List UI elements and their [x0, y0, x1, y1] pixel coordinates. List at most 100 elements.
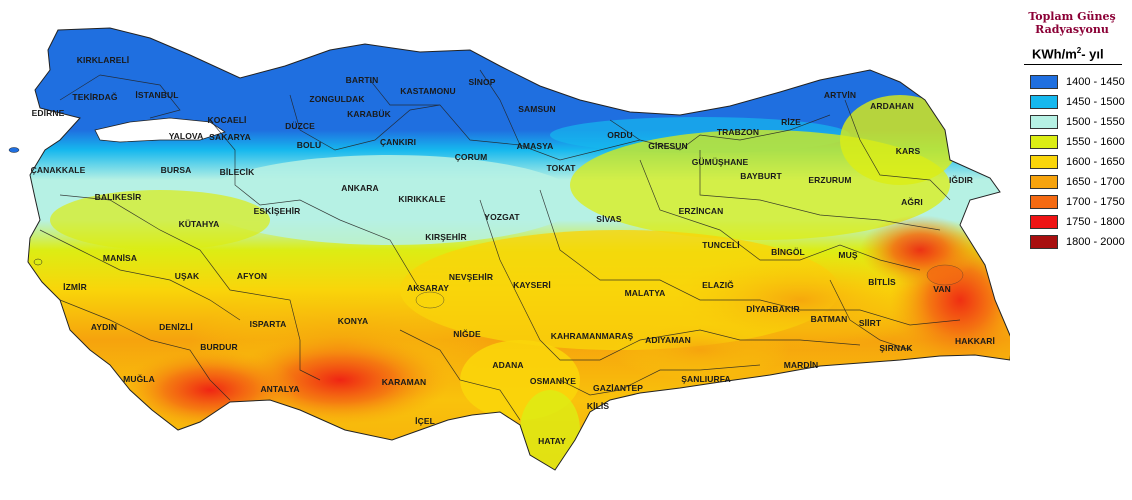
province-label-bilecik: BİLECİK	[219, 167, 255, 177]
province-label-usak: UŞAK	[174, 271, 200, 281]
legend-row: 1450 - 1500	[1016, 92, 1128, 112]
province-label-istanbul: İSTANBUL	[135, 90, 179, 100]
province-label-cankiri: ÇANKIRI	[379, 137, 417, 147]
legend-swatch	[1030, 75, 1058, 90]
province-label-aksaray: AKSARAY	[407, 283, 449, 293]
legend-label: 1700 - 1750	[1066, 196, 1125, 209]
province-label-tunceli: TUNCELİ	[702, 240, 740, 250]
legend-classes: 1400 - 1450 1450 - 1500 1500 - 1550 1550 - …	[1016, 72, 1128, 252]
province-label-zonguldak: ZONGULDAK	[309, 94, 365, 104]
province-label-igdir: IĞDIR	[948, 175, 974, 185]
legend-row: 1800 - 2000	[1016, 232, 1128, 252]
province-label-hatay: HATAY	[538, 436, 566, 446]
province-label-kastamonu: KASTAMONU	[400, 86, 456, 96]
province-label-sivas: SİVAS	[596, 214, 622, 224]
province-label-ordu: ORDU	[607, 130, 633, 140]
province-label-afyon: AFYON	[236, 271, 268, 281]
province-label-isparta: ISPARTA	[249, 319, 287, 329]
province-label-kirklareli: KIRKLARELİ	[76, 55, 130, 65]
province-label-kutahya: KÜTAHYA	[178, 219, 220, 229]
province-label-adiyaman: ADIYAMAN	[645, 335, 691, 345]
province-label-bolu: BOLU	[296, 140, 322, 150]
province-label-canakkale: ÇANAKKALE	[30, 165, 86, 175]
legend-unit-base: KWh/m	[1032, 46, 1077, 62]
province-label-aydin: AYDIN	[90, 322, 118, 332]
legend-label: 1400 - 1450	[1066, 76, 1125, 89]
province-label-edirne: EDİRNE	[31, 108, 65, 118]
province-label-diyarbakir: DİYARBAKIR	[746, 304, 800, 314]
province-label-siirt: SİİRT	[858, 318, 882, 328]
legend-row: 1500 - 1550	[1016, 112, 1128, 132]
province-label-giresun: GİRESUN	[648, 141, 688, 151]
province-label-mus: MUŞ	[838, 250, 858, 260]
province-label-nigde: NİĞDE	[453, 329, 481, 339]
legend-row: 1700 - 1750	[1016, 192, 1128, 212]
province-label-tekirdag: TEKİRDAĞ	[72, 92, 118, 102]
legend-swatch	[1030, 95, 1058, 110]
legend-unit: KWh/m2- yıl	[1016, 46, 1128, 61]
legend-swatch	[1030, 235, 1058, 250]
legend-row: 1600 - 1650	[1016, 152, 1128, 172]
province-label-sinop: SİNOP	[468, 77, 496, 87]
province-label-sakarya: SAKARYA	[209, 132, 251, 142]
legend-row: 1550 - 1600	[1016, 132, 1128, 152]
province-label-balikesir: BALIKESİR	[94, 192, 142, 202]
province-label-agri: AĞRI	[901, 197, 923, 207]
province-label-mugla: MUĞLA	[123, 374, 155, 384]
province-label-kars: KARS	[895, 146, 921, 156]
province-label-bursa: BURSA	[160, 165, 192, 175]
province-label-izmir: İZMİR	[63, 282, 87, 292]
legend-swatch	[1030, 155, 1058, 170]
province-label-ankara: ANKARA	[341, 183, 379, 193]
legend-label: 1500 - 1550	[1066, 116, 1125, 129]
province-label-amasya: AMASYA	[516, 141, 554, 151]
province-label-osmaniye: OSMANİYE	[529, 376, 577, 386]
legend-swatch	[1030, 215, 1058, 230]
province-label-konya: KONYA	[337, 316, 369, 326]
province-label-kahramanmaras: KAHRAMANMARAŞ	[550, 331, 634, 341]
province-label-karaman: KARAMAN	[381, 377, 427, 387]
legend-row: 1400 - 1450	[1016, 72, 1128, 92]
province-label-kilis: KİLİS	[586, 401, 610, 411]
province-label-hakkari: HAKKARİ	[955, 336, 995, 346]
province-label-gumushane: GÜMÜŞHANE	[691, 157, 749, 167]
province-label-tokat: TOKAT	[546, 163, 576, 173]
province-label-kirikkale: KIRIKKALE	[398, 194, 446, 204]
province-label-kayseri: KAYSERİ	[513, 280, 551, 290]
province-label-samsun: SAMSUN	[518, 104, 556, 114]
province-label-bingol: BİNGÖL	[771, 247, 805, 257]
legend-unit-suffix: - yıl	[1081, 46, 1104, 62]
province-label-artvin: ARTVİN	[823, 90, 857, 100]
legend-unit-exponent: 2	[1076, 46, 1082, 55]
province-label-gaziantep: GAZİANTEP	[592, 383, 644, 393]
legend-label: 1800 - 2000	[1066, 236, 1125, 249]
legend-swatch	[1030, 195, 1058, 210]
legend-swatch	[1030, 115, 1058, 130]
legend-label: 1600 - 1650	[1066, 156, 1125, 169]
province-label-batman: BATMAN	[810, 314, 848, 324]
legend-title: Toplam Güneş Radyasyonu	[1016, 10, 1128, 36]
legend-label: 1650 - 1700	[1066, 176, 1125, 189]
legend-label: 1450 - 1500	[1066, 96, 1125, 109]
province-label-eskisehir: ESKİŞEHİR	[253, 206, 301, 216]
province-label-ardahan: ARDAHAN	[870, 101, 914, 111]
province-label-kocaeli: KOCAELİ	[207, 115, 247, 125]
province-label-bartin: BARTIN	[345, 75, 379, 85]
province-label-kirsehir: KIRŞEHİR	[425, 232, 467, 242]
turkey-map-graphic	[8, 27, 1010, 471]
province-label-mardin: MARDİN	[783, 360, 819, 370]
solar-radiation-map: KIRKLARELİ TEKİRDAĞ İSTANBUL EDİRNE KOCA…	[8, 27, 1010, 471]
province-label-bayburt: BAYBURT	[740, 171, 782, 181]
legend-row: 1750 - 1800	[1016, 212, 1128, 232]
legend-label: 1550 - 1600	[1066, 136, 1125, 149]
legend-label: 1750 - 1800	[1066, 216, 1125, 229]
province-label-trabzon: TRABZON	[716, 127, 760, 137]
province-label-erzincan: ERZİNCAN	[678, 206, 724, 216]
province-label-yozgat: YOZGAT	[484, 212, 520, 222]
province-label-corum: ÇORUM	[454, 152, 488, 162]
province-label-elazig: ELAZIĞ	[702, 280, 734, 290]
province-label-antalya: ANTALYA	[260, 384, 300, 394]
legend-swatch	[1030, 135, 1058, 150]
province-label-duzce: DÜZCE	[285, 121, 315, 131]
province-label-erzurum: ERZURUM	[808, 175, 852, 185]
